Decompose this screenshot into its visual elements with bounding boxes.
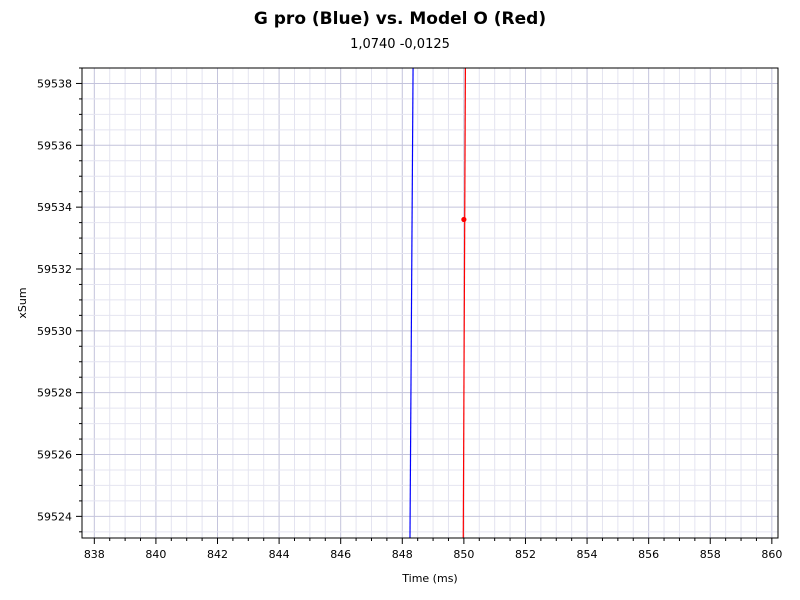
chart-subtitle: 1,0740 -0,0125	[350, 37, 450, 52]
chart-title: G pro (Blue) vs. Model O (Red)	[253, 9, 547, 29]
plot-frame	[81, 67, 779, 539]
x-tick-label: 858	[700, 548, 721, 561]
series-layer	[409, 67, 467, 539]
x-tick-label: 856	[638, 548, 659, 561]
x-tick-label: 860	[761, 548, 782, 561]
x-tick-label: 848	[392, 548, 413, 561]
x-tick-label: 852	[515, 548, 536, 561]
y-tick-label: 59538	[37, 77, 72, 90]
y-tick-label: 59532	[37, 263, 72, 276]
y-tick-label: 59524	[37, 510, 72, 523]
axes: 838 840 842 844 846 848 850 852 854 856 858 860 5952…	[37, 67, 782, 561]
x-tick-label: 838	[84, 548, 105, 561]
y-axis-title: xSum	[16, 287, 29, 318]
x-axis-title: Time (ms)	[401, 572, 457, 585]
y-tick-label: 59530	[37, 325, 72, 338]
y-tick-label: 59534	[37, 201, 72, 214]
series-line-1	[462, 67, 467, 539]
y-tick-label: 59536	[37, 139, 72, 152]
x-tick-label: 840	[145, 548, 166, 561]
y-tick-label: 59526	[37, 449, 72, 462]
x-tick-label: 850	[453, 548, 474, 561]
x-tick-label: 844	[269, 548, 290, 561]
x-tick-label: 854	[577, 548, 598, 561]
series-line-0	[409, 67, 414, 539]
series-marker-1	[461, 216, 467, 223]
y-tick-label: 59528	[37, 387, 72, 400]
grid	[82, 67, 778, 538]
x-tick-label: 842	[207, 548, 228, 561]
x-tick-label: 846	[330, 548, 351, 561]
